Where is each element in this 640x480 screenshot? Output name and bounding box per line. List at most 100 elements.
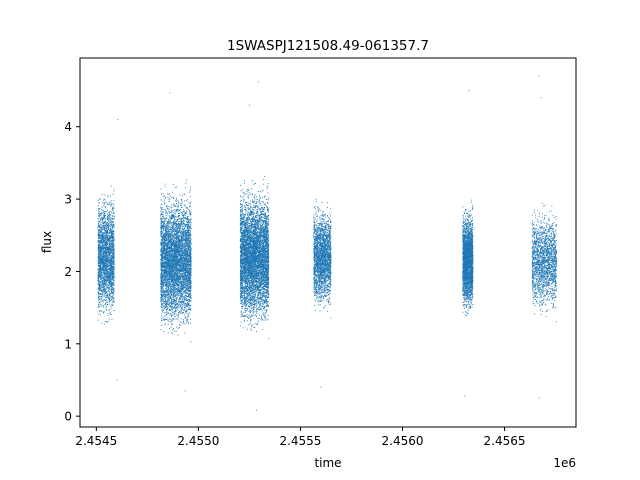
data-point bbox=[182, 293, 184, 295]
data-point bbox=[106, 309, 108, 311]
data-point bbox=[109, 222, 111, 224]
data-point bbox=[163, 279, 165, 281]
data-point bbox=[111, 296, 113, 298]
data-point bbox=[182, 298, 184, 300]
data-point bbox=[111, 259, 113, 261]
data-point bbox=[163, 224, 165, 226]
data-point bbox=[183, 272, 185, 274]
data-point bbox=[111, 265, 113, 267]
data-point bbox=[99, 286, 101, 287]
data-point bbox=[162, 288, 164, 290]
data-point bbox=[103, 303, 105, 305]
data-point bbox=[167, 272, 169, 274]
data-point bbox=[162, 307, 164, 309]
data-point bbox=[107, 215, 109, 217]
data-point bbox=[104, 303, 106, 305]
data-point bbox=[175, 303, 177, 305]
data-point bbox=[178, 253, 180, 255]
data-point bbox=[101, 218, 103, 220]
data-point bbox=[110, 223, 112, 225]
data-point bbox=[165, 296, 167, 298]
data-point bbox=[108, 228, 110, 230]
data-point bbox=[100, 254, 102, 256]
data-point bbox=[101, 262, 103, 264]
data-point bbox=[109, 264, 111, 266]
data-point bbox=[182, 293, 183, 295]
data-point bbox=[185, 274, 187, 276]
data-point bbox=[108, 261, 110, 263]
data-point bbox=[187, 274, 189, 276]
data-point bbox=[169, 215, 170, 217]
data-point bbox=[173, 240, 175, 242]
data-point bbox=[112, 301, 114, 303]
data-point bbox=[101, 289, 103, 290]
data-point bbox=[104, 307, 106, 309]
data-point bbox=[174, 212, 176, 214]
data-point bbox=[105, 257, 107, 259]
data-point bbox=[171, 261, 173, 263]
data-point bbox=[104, 246, 106, 248]
data-point bbox=[99, 216, 101, 218]
data-point bbox=[98, 258, 100, 260]
data-point bbox=[105, 228, 107, 230]
data-point bbox=[170, 232, 172, 234]
data-point bbox=[105, 278, 107, 280]
data-point bbox=[180, 202, 182, 204]
data-point bbox=[111, 264, 112, 266]
data-point bbox=[98, 246, 99, 248]
data-point bbox=[110, 270, 112, 271]
data-point bbox=[108, 219, 109, 221]
data-point bbox=[179, 263, 181, 265]
data-point bbox=[104, 257, 106, 259]
data-point bbox=[109, 275, 111, 277]
data-point bbox=[176, 270, 178, 272]
data-point bbox=[171, 269, 173, 271]
data-point bbox=[106, 321, 108, 323]
data-point bbox=[183, 216, 184, 218]
data-point bbox=[97, 257, 99, 259]
data-point bbox=[171, 251, 173, 253]
data-point bbox=[110, 272, 112, 274]
data-point bbox=[102, 222, 104, 224]
data-point bbox=[172, 224, 174, 226]
data-point bbox=[186, 283, 188, 285]
data-point bbox=[97, 265, 99, 267]
data-point bbox=[164, 224, 166, 226]
data-point bbox=[179, 210, 180, 211]
data-point bbox=[97, 276, 99, 278]
data-point bbox=[189, 248, 191, 250]
data-point bbox=[185, 309, 187, 311]
data-point bbox=[98, 279, 100, 281]
data-point bbox=[98, 259, 100, 261]
data-point bbox=[103, 275, 105, 277]
data-point bbox=[103, 225, 105, 227]
data-point bbox=[100, 243, 102, 245]
data-point bbox=[110, 247, 112, 249]
data-point bbox=[167, 323, 169, 325]
data-point bbox=[163, 294, 165, 296]
data-point bbox=[109, 279, 111, 281]
data-point bbox=[184, 212, 186, 214]
data-point bbox=[97, 205, 99, 207]
data-point bbox=[164, 304, 166, 306]
data-point bbox=[103, 277, 105, 279]
data-point bbox=[181, 290, 183, 292]
data-point bbox=[105, 233, 107, 235]
data-point bbox=[184, 297, 186, 298]
data-point bbox=[110, 279, 112, 281]
data-point bbox=[98, 278, 100, 280]
data-point bbox=[182, 296, 184, 298]
data-point bbox=[111, 250, 113, 252]
data-point bbox=[109, 273, 111, 275]
data-point bbox=[108, 300, 110, 302]
data-point bbox=[167, 301, 169, 302]
data-point bbox=[186, 317, 188, 319]
data-point bbox=[188, 244, 190, 246]
data-point bbox=[169, 262, 171, 264]
data-point bbox=[106, 286, 108, 288]
data-point bbox=[110, 240, 112, 242]
data-point bbox=[111, 203, 113, 205]
data-point bbox=[110, 235, 112, 237]
data-point bbox=[106, 271, 108, 272]
data-point bbox=[162, 282, 163, 284]
